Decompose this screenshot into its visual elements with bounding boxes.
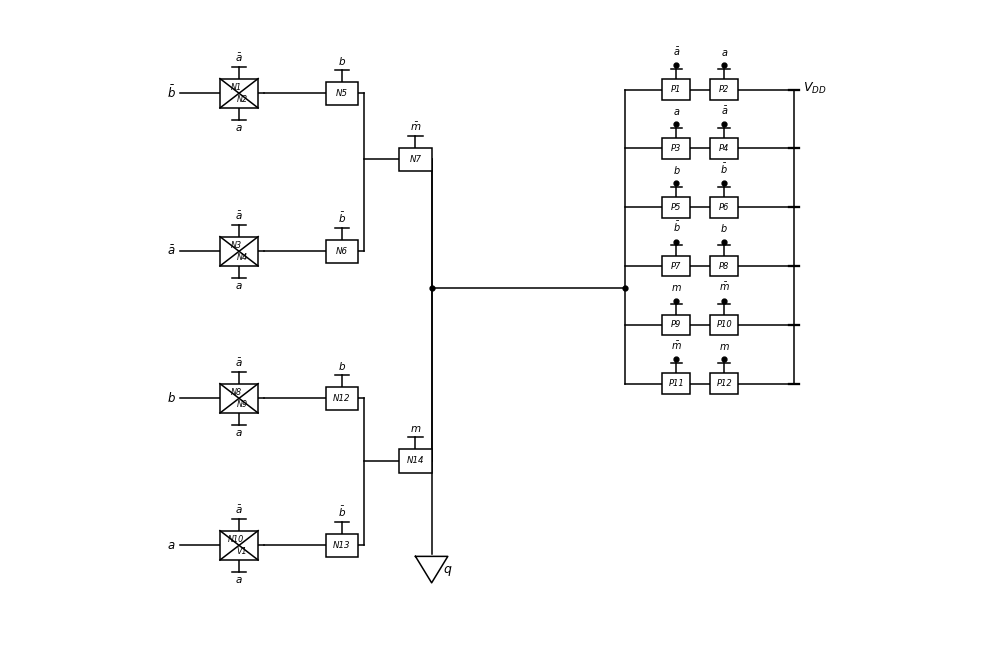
Text: N1: N1 [231, 83, 242, 92]
Text: $m$: $m$ [671, 283, 682, 293]
Bar [710, 197, 738, 217]
Text: N4: N4 [236, 254, 248, 262]
Text: $b$: $b$ [338, 55, 346, 67]
Bar [662, 197, 690, 217]
Text: V1: V1 [237, 547, 247, 556]
Text: P5: P5 [671, 203, 682, 212]
Text: $\bar{b}$: $\bar{b}$ [167, 85, 176, 101]
Bar [710, 79, 738, 100]
Bar [710, 256, 738, 277]
Text: $\bar{b}$: $\bar{b}$ [338, 505, 346, 519]
Bar [399, 148, 432, 171]
Text: $q$: $q$ [443, 564, 452, 578]
Bar [326, 81, 358, 105]
Text: $\bar{b}$: $\bar{b}$ [720, 162, 728, 175]
Text: $\bar{m}$: $\bar{m}$ [410, 121, 421, 133]
Bar [220, 237, 258, 266]
Bar [662, 373, 690, 394]
Text: N14: N14 [407, 457, 424, 465]
Text: $\bar{a}$: $\bar{a}$ [235, 504, 243, 516]
Text: $a$: $a$ [235, 123, 243, 133]
Bar [662, 138, 690, 159]
Text: P11: P11 [669, 379, 684, 388]
Bar [326, 533, 358, 557]
Bar [399, 449, 432, 472]
Text: P2: P2 [719, 85, 729, 94]
Text: P1: P1 [671, 85, 682, 94]
Bar [220, 384, 258, 413]
Text: $\bar{a}$: $\bar{a}$ [721, 104, 728, 117]
Text: $\bar{a}$: $\bar{a}$ [235, 210, 243, 222]
Text: P6: P6 [719, 203, 729, 212]
Text: P4: P4 [719, 144, 729, 153]
Text: $\bar{a}$: $\bar{a}$ [167, 244, 176, 258]
Bar [326, 240, 358, 263]
Text: $b$: $b$ [167, 392, 176, 405]
Text: P7: P7 [671, 261, 682, 271]
Text: N9: N9 [236, 401, 248, 409]
Text: P8: P8 [719, 261, 729, 271]
Text: $b$: $b$ [673, 164, 680, 175]
Text: $\bar{a}$: $\bar{a}$ [235, 357, 243, 369]
Text: N5: N5 [336, 89, 348, 98]
Text: $V_{DD}$: $V_{DD}$ [803, 81, 826, 96]
Bar [710, 373, 738, 394]
Text: $\bar{a}$: $\bar{a}$ [235, 52, 243, 64]
Text: P12: P12 [716, 379, 732, 388]
Text: N10: N10 [228, 535, 244, 544]
Bar [220, 531, 258, 560]
Text: $\bar{b}$: $\bar{b}$ [338, 211, 346, 225]
Text: N3: N3 [231, 241, 242, 250]
Bar [220, 79, 258, 108]
Text: $m$: $m$ [410, 424, 421, 434]
Text: $b$: $b$ [720, 223, 728, 235]
Bar [710, 315, 738, 335]
Text: N7: N7 [409, 155, 421, 164]
Text: P9: P9 [671, 321, 682, 329]
Text: N12: N12 [333, 394, 351, 403]
Text: $\bar{a}$: $\bar{a}$ [673, 46, 680, 58]
Text: $a$: $a$ [235, 428, 243, 438]
Text: P10: P10 [716, 321, 732, 329]
Bar [662, 315, 690, 335]
Text: N2: N2 [236, 95, 248, 104]
Text: N6: N6 [336, 247, 348, 256]
Text: P3: P3 [671, 144, 682, 153]
Text: N8: N8 [231, 388, 242, 397]
Bar [326, 386, 358, 410]
Bar [662, 256, 690, 277]
Text: $a$: $a$ [721, 48, 728, 58]
Text: $a$: $a$ [167, 539, 176, 552]
Text: N13: N13 [333, 541, 351, 550]
Text: $b$: $b$ [338, 360, 346, 372]
Text: $\bar{b}$: $\bar{b}$ [673, 220, 680, 235]
Text: $\bar{m}$: $\bar{m}$ [671, 340, 682, 352]
Text: $a$: $a$ [673, 107, 680, 117]
Text: $a$: $a$ [235, 575, 243, 585]
Text: $\bar{m}$: $\bar{m}$ [719, 281, 730, 293]
Bar [710, 138, 738, 159]
Text: $a$: $a$ [235, 281, 243, 290]
Bar [662, 79, 690, 100]
Text: $m$: $m$ [719, 342, 730, 352]
